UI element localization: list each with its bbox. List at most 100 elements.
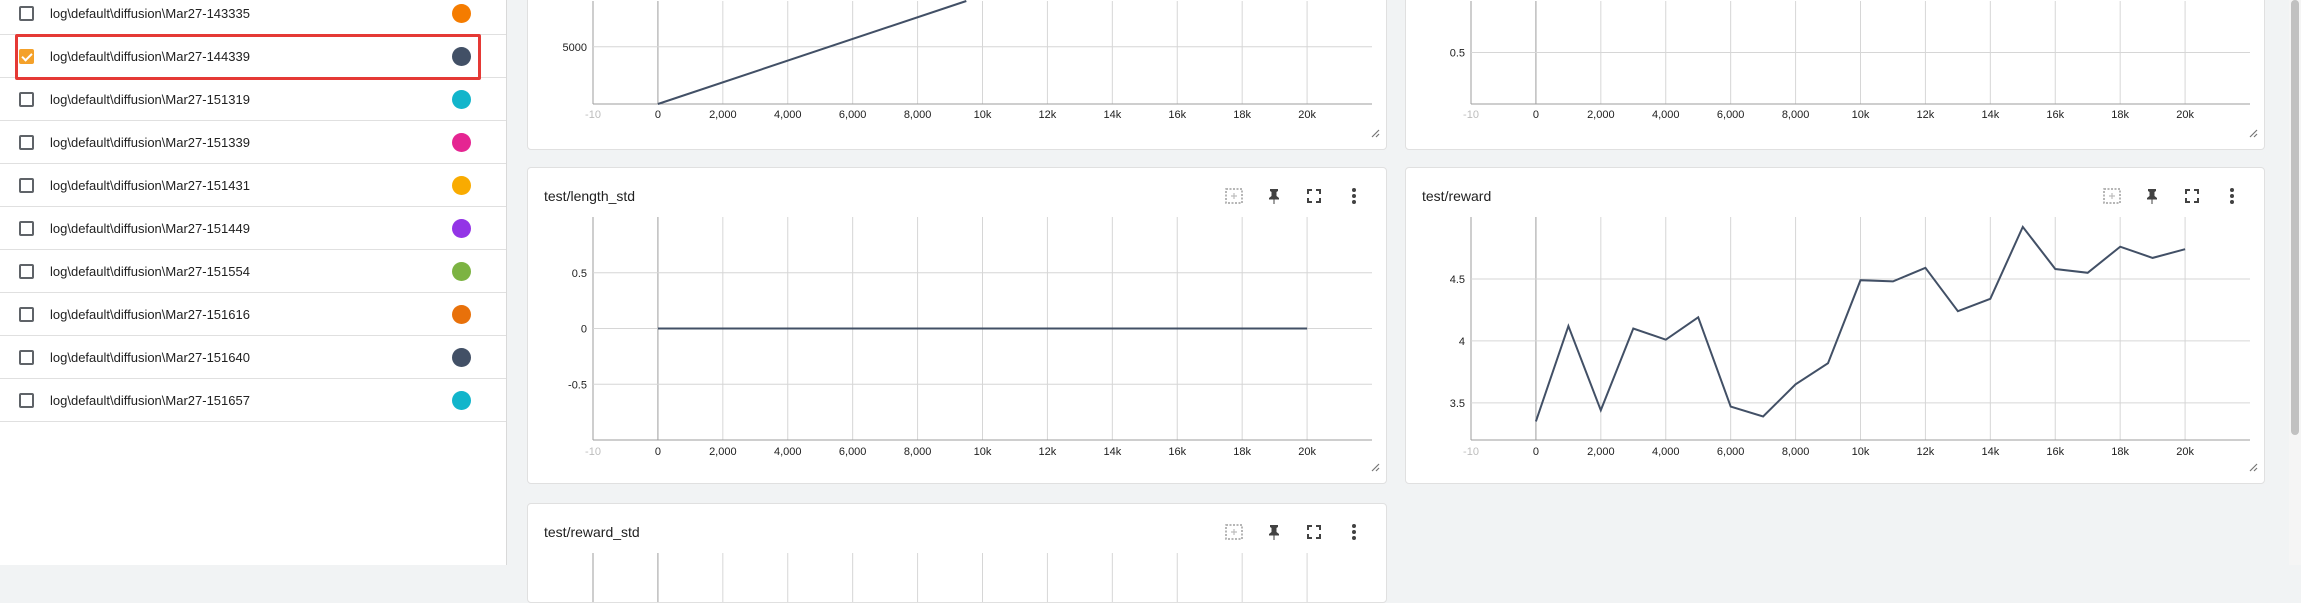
x-tick-label: 10k: [1852, 446, 1870, 458]
x-tick-label: 20k: [1298, 109, 1316, 121]
run-row[interactable]: log\default\diffusion\Mar27-151319: [0, 79, 506, 121]
y-tick-label: 4.5: [1450, 274, 1465, 286]
chart-title: test/reward_std: [544, 524, 640, 540]
x-tick-label: 16k: [2046, 109, 2064, 121]
run-checkbox[interactable]: [19, 307, 34, 322]
run-checkbox[interactable]: [19, 135, 34, 150]
y-tick-label: 3.5: [1450, 398, 1465, 410]
x-tick-label: 12k: [1917, 446, 1935, 458]
chart-title: test/length_std: [544, 188, 636, 204]
fullscreen-button[interactable]: [1294, 516, 1334, 548]
run-checkbox[interactable]: [19, 178, 34, 193]
x-tick-label: 4,000: [1652, 109, 1680, 121]
run-checkbox[interactable]: [19, 6, 34, 21]
fit-domain-button[interactable]: [1214, 516, 1254, 548]
x-tick-label: 10k: [1852, 109, 1870, 121]
run-row[interactable]: log\default\diffusion\Mar27-151640: [0, 337, 506, 379]
fit-domain-icon: [2102, 186, 2122, 206]
resize-grip-icon[interactable]: [1370, 125, 1380, 143]
pin-button[interactable]: [2132, 180, 2172, 212]
run-color-swatch[interactable]: [452, 348, 471, 367]
more-options-button[interactable]: [1334, 516, 1374, 548]
x-tick-label: 20k: [2176, 109, 2194, 121]
run-color-swatch[interactable]: [452, 176, 471, 195]
x-tick-label: 18k: [1233, 109, 1251, 121]
x-tick-label: 0: [655, 446, 661, 458]
pin-icon: [1264, 522, 1284, 542]
chart-card-length-std: test/length_std 0.5 0 -0.5 -10 0 2,000 4,000 6,0…: [527, 167, 1387, 484]
page-scrollbar[interactable]: [2289, 0, 2301, 565]
x-tick-label: 0: [655, 109, 661, 121]
pin-button[interactable]: [1254, 180, 1294, 212]
chart-toolbar: [1214, 516, 1374, 548]
x-tick-label: 2,000: [709, 109, 737, 121]
x-tick-label: 8,000: [1782, 109, 1810, 121]
run-checkbox[interactable]: [19, 221, 34, 236]
run-row[interactable]: log\default\diffusion\Mar27-151339: [0, 122, 506, 164]
x-tick-label: 10k: [974, 446, 992, 458]
run-color-swatch[interactable]: [452, 133, 471, 152]
run-color-swatch[interactable]: [452, 4, 471, 23]
pin-button[interactable]: [1254, 516, 1294, 548]
more-options-button[interactable]: [2212, 180, 2252, 212]
series-line: [657, 0, 967, 105]
pin-icon: [2142, 186, 2162, 206]
run-row[interactable]: log\default\diffusion\Mar27-143335: [0, 0, 506, 35]
x-tick-label: 2,000: [1587, 109, 1615, 121]
resize-grip-icon[interactable]: [2248, 125, 2258, 143]
run-color-swatch[interactable]: [452, 262, 471, 281]
x-tick-label: 14k: [1981, 109, 1999, 121]
x-tick-label: 6,000: [1717, 109, 1745, 121]
run-row[interactable]: log\default\diffusion\Mar27-151657: [0, 380, 506, 422]
run-color-swatch[interactable]: [452, 305, 471, 324]
fit-domain-button[interactable]: [2092, 180, 2132, 212]
run-row[interactable]: log\default\diffusion\Mar27-144339: [0, 36, 506, 78]
run-row[interactable]: log\default\diffusion\Mar27-151449: [0, 208, 506, 250]
run-color-swatch[interactable]: [452, 219, 471, 238]
x-tick-label: 16k: [1168, 109, 1186, 121]
run-color-swatch[interactable]: [452, 391, 471, 410]
chart-toolbar: [1214, 180, 1374, 212]
run-checkbox[interactable]: [19, 92, 34, 107]
run-row[interactable]: log\default\diffusion\Mar27-151431: [0, 165, 506, 207]
fit-domain-button[interactable]: [1214, 180, 1254, 212]
chart-plot: 0.5 0 -0.5 -10 0 2,000 4,000 6,000 8,000 10k 12k 14…: [568, 217, 1372, 458]
run-color-swatch[interactable]: [452, 90, 471, 109]
fullscreen-button[interactable]: [1294, 180, 1334, 212]
chart-plot: [592, 553, 1308, 602]
run-row[interactable]: log\default\diffusion\Mar27-151554: [0, 251, 506, 293]
y-tick-label: 0.5: [1450, 48, 1465, 60]
x-tick-label: 8,000: [1782, 446, 1810, 458]
run-label: log\default\diffusion\Mar27-151616: [50, 307, 250, 322]
y-tick-label: 0: [581, 324, 587, 336]
run-checkbox[interactable]: [19, 350, 34, 365]
y-tick-label: 5000: [563, 42, 587, 54]
more-vert-icon: [1344, 522, 1364, 542]
run-row[interactable]: log\default\diffusion\Mar27-151616: [0, 294, 506, 336]
more-vert-icon: [1344, 186, 1364, 206]
chart-toolbar: [2092, 180, 2252, 212]
x-tick-label: 16k: [2046, 446, 2064, 458]
x-tick-label: 0: [1533, 446, 1539, 458]
run-checkbox[interactable]: [19, 393, 34, 408]
x-tick-label: 6,000: [839, 109, 867, 121]
resize-grip-icon[interactable]: [1370, 459, 1380, 477]
resize-grip-icon[interactable]: [2248, 459, 2258, 477]
run-checkbox[interactable]: [19, 49, 34, 64]
fullscreen-button[interactable]: [2172, 180, 2212, 212]
run-checkbox[interactable]: [19, 264, 34, 279]
chart-card-reward: test/reward 4.5 4 3.5 -10 0 2,000 4,000 6,000 8,0…: [1405, 167, 2265, 484]
scrollbar-thumb[interactable]: [2291, 0, 2299, 435]
fit-domain-icon: [1224, 522, 1244, 542]
x-tick-label: 4,000: [774, 109, 802, 121]
x-tick-label: -10: [1463, 109, 1479, 121]
chart-plot: 5000 -10 0 2,000 4,000 6,000 8,000 10k 12k 14k 16k…: [563, 0, 1372, 121]
series-line: [1534, 224, 2186, 422]
fullscreen-icon: [1304, 522, 1324, 542]
chart-card-reward-std: test/reward_std: [527, 503, 1387, 603]
run-label: log\default\diffusion\Mar27-151554: [50, 264, 250, 279]
x-tick-label: 0: [1533, 109, 1539, 121]
run-color-swatch[interactable]: [452, 47, 471, 66]
more-options-button[interactable]: [1334, 180, 1374, 212]
x-tick-label: 20k: [2176, 446, 2194, 458]
